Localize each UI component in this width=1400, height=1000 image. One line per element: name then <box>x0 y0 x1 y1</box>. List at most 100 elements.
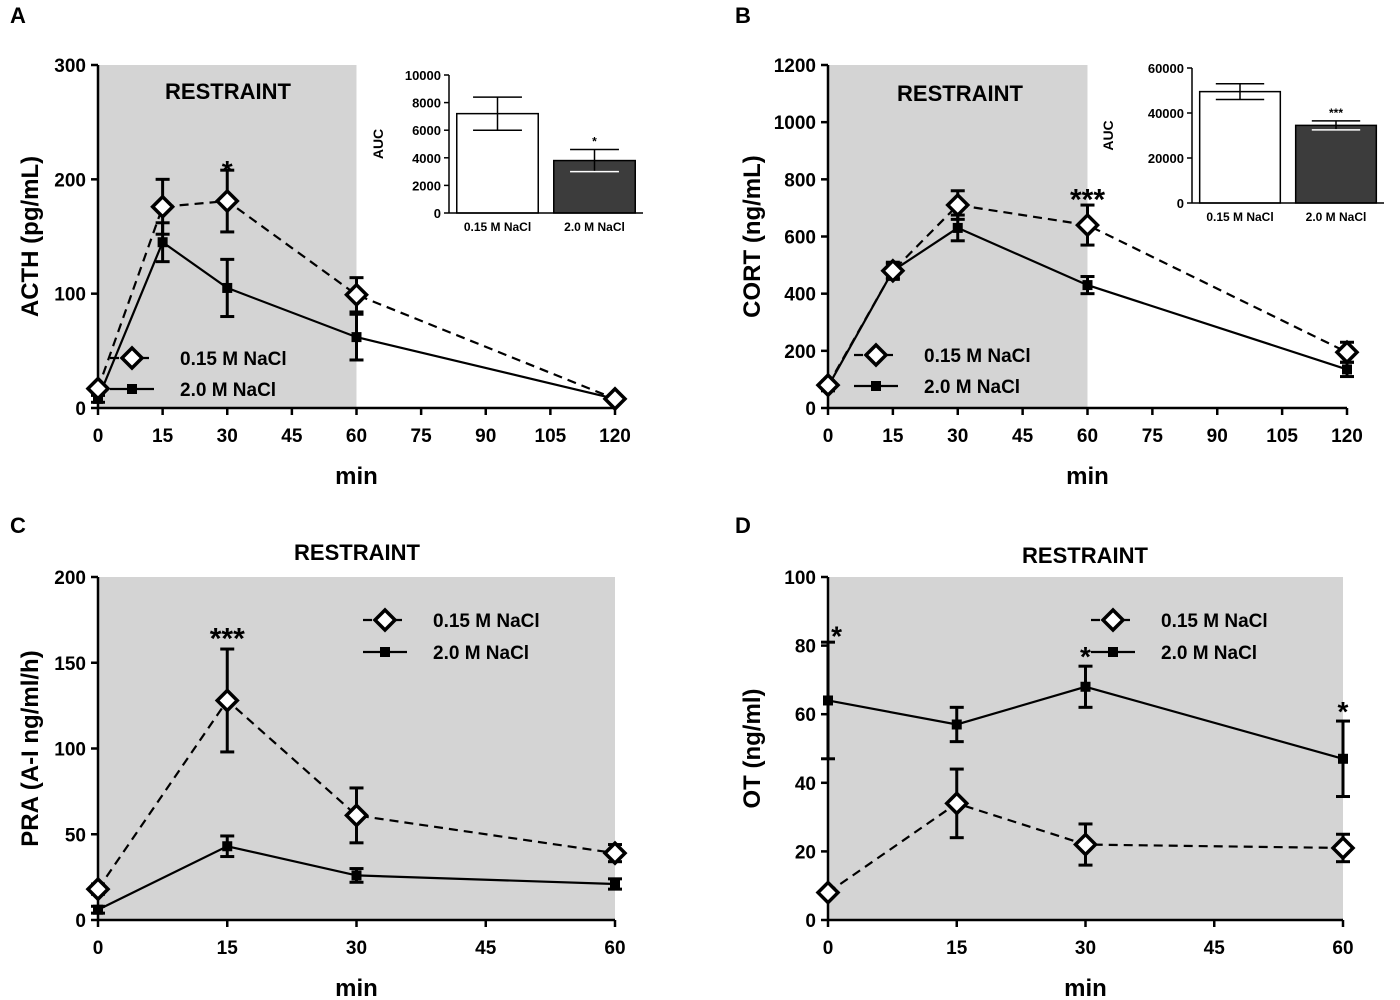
y-tick-label: 200 <box>784 342 816 363</box>
data-point-diamond <box>214 188 240 214</box>
y-axis-label: CORT (ng/mL) <box>739 155 766 318</box>
data-point-diamond <box>344 802 369 828</box>
series-line <box>97 845 616 911</box>
legend-marker-square <box>127 384 137 394</box>
data-point-diamond <box>344 282 369 308</box>
x-tick-label: 90 <box>1207 426 1228 447</box>
data-point-square <box>351 870 362 881</box>
auc-significance-marker: *** <box>1329 106 1343 120</box>
data-point-diamond <box>602 840 628 866</box>
legend-label: 0.15 M NaCl <box>180 349 287 370</box>
data-point-diamond <box>815 880 841 906</box>
x-tick-label: 30 <box>1075 938 1096 959</box>
x-tick-label: 0 <box>823 426 834 447</box>
x-tick-label: 30 <box>217 426 238 447</box>
legend-marker-diamond <box>119 345 145 371</box>
legend-marker-diamond <box>372 607 398 633</box>
data-point-square <box>222 841 233 852</box>
inset-y-tick-label: 8000 <box>412 96 441 111</box>
significance-marker: *** <box>210 623 245 656</box>
y-tick-label: 20 <box>795 842 816 863</box>
legend-marker-square <box>380 647 390 657</box>
x-tick-label: 15 <box>946 938 968 959</box>
auc-category-label: 0.15 M NaCl <box>1206 210 1273 224</box>
inset-auc-chart: 0.15 M NaCl * 2.0 M NaCl 0 2000 4000 6000 8000 1… <box>370 63 653 249</box>
x-tick-label: 45 <box>475 938 497 959</box>
y-tick-label: 600 <box>784 228 816 249</box>
auc-bar <box>1198 90 1282 204</box>
data-point-square <box>157 237 168 248</box>
legend: 0.15 M NaCl 2.0 M NaCl <box>1091 607 1268 664</box>
legend-label: 2.0 M NaCl <box>1161 643 1257 664</box>
panel-label: A <box>10 3 26 28</box>
y-axis-label: PRA (A-I ng/ml/h) <box>17 650 44 846</box>
x-tick-label: 60 <box>1077 426 1098 447</box>
inset-auc-chart: 0.15 M NaCl *** 2.0 M NaCl 0 20000 40000 60000… <box>1100 56 1394 239</box>
data-point-square <box>1342 364 1352 375</box>
y-tick-label: 300 <box>54 56 86 77</box>
panel-label: B <box>735 3 751 28</box>
data-point-diamond <box>945 192 971 218</box>
restraint-label: RESTRAINT <box>1022 543 1148 568</box>
significance-marker: * <box>1338 696 1349 727</box>
y-tick-label: 80 <box>795 637 816 658</box>
series-saline <box>85 647 628 902</box>
series-line <box>97 698 616 890</box>
significance-marker: *** <box>1070 183 1105 216</box>
x-tick-label: 30 <box>947 426 968 447</box>
restraint-shade <box>98 577 615 920</box>
y-tick-label: 100 <box>54 285 86 306</box>
legend-marker-diamond <box>1100 607 1126 633</box>
y-tick-label: 400 <box>784 285 816 306</box>
x-tick-label: 105 <box>535 426 567 447</box>
series-line <box>827 802 1344 894</box>
x-axis-label: min <box>1064 975 1107 1000</box>
x-tick-label: 0 <box>823 938 834 959</box>
data-point-diamond <box>85 376 111 402</box>
restraint-shade <box>98 65 357 408</box>
inset-y-tick-label: 0 <box>1177 196 1184 211</box>
data-point-square <box>93 904 103 915</box>
y-tick-label: 0 <box>805 911 816 932</box>
data-point-diamond <box>815 372 841 398</box>
x-tick-label: 90 <box>475 426 496 447</box>
y-tick-label: 200 <box>54 170 86 191</box>
legend-label: 2.0 M NaCl <box>924 377 1020 398</box>
significance-marker: * <box>1080 641 1091 672</box>
series-saline <box>815 767 1356 906</box>
x-tick-label: 120 <box>599 426 631 447</box>
inset-y-tick-label: 20000 <box>1148 151 1184 166</box>
x-tick-label: 45 <box>1204 938 1226 959</box>
y-tick-label: 0 <box>75 911 86 932</box>
legend: 0.15 M NaCl 2.0 M NaCl <box>363 607 540 664</box>
series-line <box>827 685 1344 760</box>
restraint-label: RESTRAINT <box>294 540 420 565</box>
data-point-diamond <box>150 194 176 220</box>
data-point-square <box>951 719 962 730</box>
data-point-diamond <box>1330 835 1356 861</box>
auc-significance-marker: * <box>592 135 597 149</box>
panel-a: A RESTRAINT 0 100 200 300 0 15 30 45 60 75 90 105 120 m… <box>10 3 653 490</box>
x-tick-label: 45 <box>1012 426 1034 447</box>
x-tick-label: 75 <box>411 426 433 447</box>
x-axis-label: min <box>1066 463 1109 490</box>
data-point-diamond <box>880 258 906 284</box>
legend-label: 0.15 M NaCl <box>1161 611 1268 632</box>
x-tick-label: 105 <box>1266 426 1298 447</box>
y-tick-label: 1200 <box>774 56 816 77</box>
legend: 0.15 M NaCl 2.0 M NaCl <box>854 342 1031 398</box>
x-tick-label: 60 <box>604 938 625 959</box>
legend-label: 2.0 M NaCl <box>180 380 276 401</box>
legend-marker-square <box>1108 647 1118 657</box>
auc-category-label: 2.0 M NaCl <box>1306 210 1367 224</box>
y-tick-label: 50 <box>65 825 86 846</box>
y-tick-label: 60 <box>795 705 816 726</box>
significance-marker: * <box>222 155 233 186</box>
x-tick-label: 0 <box>93 938 104 959</box>
restraint-label: RESTRAINT <box>897 81 1023 106</box>
auc-category-label: 2.0 M NaCl <box>564 220 625 234</box>
x-tick-label: 30 <box>346 938 367 959</box>
auc-bar <box>1294 124 1378 204</box>
series-line <box>827 203 1348 386</box>
